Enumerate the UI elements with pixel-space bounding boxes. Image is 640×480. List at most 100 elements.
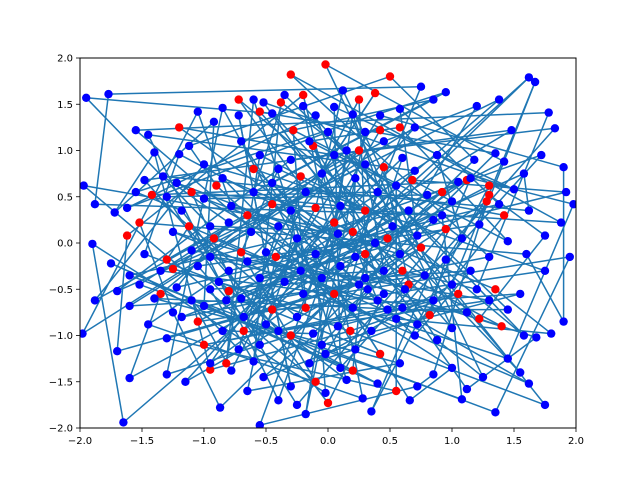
blue-point (507, 126, 516, 135)
blue-point (462, 308, 472, 317)
blue-point (398, 303, 407, 312)
blue-point (301, 409, 310, 419)
red-point (311, 203, 320, 213)
blue-point (168, 227, 178, 237)
blue-point (187, 296, 196, 305)
red-point (199, 340, 209, 349)
x-tick-label: −2.0 (68, 436, 92, 447)
blue-point (338, 86, 348, 95)
blue-point (292, 312, 302, 322)
connector-line (325, 63, 505, 163)
connector-line (411, 179, 453, 203)
blue-point (405, 396, 414, 405)
blue-point (336, 201, 345, 211)
connector-line (238, 99, 525, 337)
blue-point (274, 326, 283, 336)
connector-line (253, 168, 546, 272)
blue-point (447, 323, 457, 333)
blue-point (522, 249, 531, 259)
blue-point (90, 296, 100, 305)
blue-point (358, 394, 367, 403)
blue-point (410, 331, 419, 340)
blue-point (234, 345, 243, 354)
connector-line (222, 177, 496, 290)
blue-point (472, 101, 481, 111)
blue-point (249, 187, 258, 197)
connector-line (209, 288, 255, 362)
connector-line (275, 99, 360, 258)
connector-line (309, 126, 401, 143)
y-tick-label: 2.0 (57, 54, 73, 65)
x-tick-label: −1.5 (130, 436, 154, 447)
connector-line (176, 182, 366, 255)
blue-point (317, 273, 326, 283)
red-point (323, 398, 333, 408)
connector-line (172, 268, 306, 309)
blue-point (342, 375, 351, 385)
blue-point (131, 187, 140, 197)
blue-point (361, 127, 370, 137)
blue-point (321, 349, 330, 359)
blue-point (447, 197, 457, 206)
connector-line (85, 97, 211, 227)
blue-point (274, 222, 283, 231)
connector-line (94, 94, 110, 205)
connector-line (290, 73, 562, 224)
x-axis-ticks: −2.0 −1.5 −1.0 −0.5 0.0 0.5 1.0 1.5 2.0 (68, 428, 584, 447)
blue-point (383, 305, 392, 314)
connector-line (210, 256, 366, 279)
blue-point (540, 266, 550, 275)
blue-point (218, 174, 227, 183)
blue-point (311, 111, 320, 120)
blue-point (351, 252, 360, 262)
connector-line (252, 94, 286, 193)
red-point (475, 314, 484, 323)
blue-point (140, 175, 149, 185)
blue-point (524, 73, 534, 82)
blue-point (162, 192, 171, 201)
red-point (408, 175, 417, 185)
red-point (370, 88, 380, 98)
blue-point (516, 368, 525, 377)
red-point (361, 249, 370, 259)
connector-line (213, 237, 335, 295)
blue-point (317, 340, 326, 349)
blue-point (214, 277, 224, 287)
x-tick-label: 0.5 (382, 436, 398, 447)
connector-line (110, 262, 354, 372)
connector-line (436, 339, 484, 378)
blue-point (175, 150, 184, 159)
blue-point (193, 261, 202, 271)
blue-point (280, 90, 289, 100)
blue-point (234, 111, 243, 120)
red-point (441, 224, 450, 234)
red-point (348, 366, 357, 375)
red-point (237, 248, 246, 257)
blue-point (305, 137, 314, 146)
blue-point (395, 359, 405, 368)
blue-point (292, 234, 302, 243)
blue-point (181, 377, 190, 386)
connector-line (478, 235, 546, 320)
connector-line (300, 191, 443, 272)
blue-point (172, 178, 181, 188)
blue-point (379, 137, 388, 146)
connector-line (191, 299, 240, 350)
blue-point (370, 238, 380, 248)
connector-line (401, 154, 542, 309)
blue-point (392, 181, 401, 190)
connector-line (432, 200, 453, 221)
red-point (311, 377, 320, 386)
blue-point (470, 155, 479, 164)
blue-point (395, 104, 405, 114)
blue-point (125, 271, 134, 280)
y-tick-label: −1.5 (49, 377, 73, 388)
blue-point (249, 95, 258, 104)
blue-point (437, 211, 447, 220)
blue-point (296, 266, 305, 275)
connector-line (153, 152, 211, 370)
red-point (234, 95, 243, 104)
connector-line (178, 153, 502, 327)
blue-point (351, 174, 360, 183)
